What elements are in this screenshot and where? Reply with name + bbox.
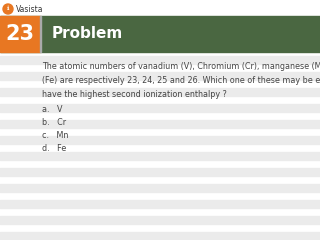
Text: Vasista: Vasista: [16, 5, 44, 13]
Text: c.   Mn: c. Mn: [42, 131, 68, 140]
Text: Problem: Problem: [52, 26, 123, 42]
Bar: [0, 88, 320, 96]
Bar: [0, 200, 320, 208]
Bar: [0, 16, 320, 52]
Bar: [0, 104, 320, 112]
Text: The atomic numbers of vanadium (V), Chromium (Cr), manganese (Mn) and iron
(Fe) : The atomic numbers of vanadium (V), Chro…: [42, 62, 320, 99]
Bar: [0, 16, 40, 52]
Text: 23: 23: [5, 24, 35, 44]
Bar: [40, 16, 41, 52]
Bar: [0, 184, 320, 192]
Bar: [0, 56, 320, 64]
Bar: [0, 216, 320, 224]
Bar: [0, 136, 320, 144]
Circle shape: [3, 4, 13, 14]
Bar: [0, 72, 320, 80]
Bar: [0, 232, 320, 240]
Text: a.   V: a. V: [42, 105, 62, 114]
Bar: [0, 168, 320, 176]
Bar: [0, 152, 320, 160]
Text: ℹ: ℹ: [7, 6, 9, 11]
Bar: [0, 120, 320, 128]
Text: d.   Fe: d. Fe: [42, 144, 66, 153]
Bar: [0, 0, 320, 16]
Text: b.   Cr: b. Cr: [42, 118, 66, 127]
